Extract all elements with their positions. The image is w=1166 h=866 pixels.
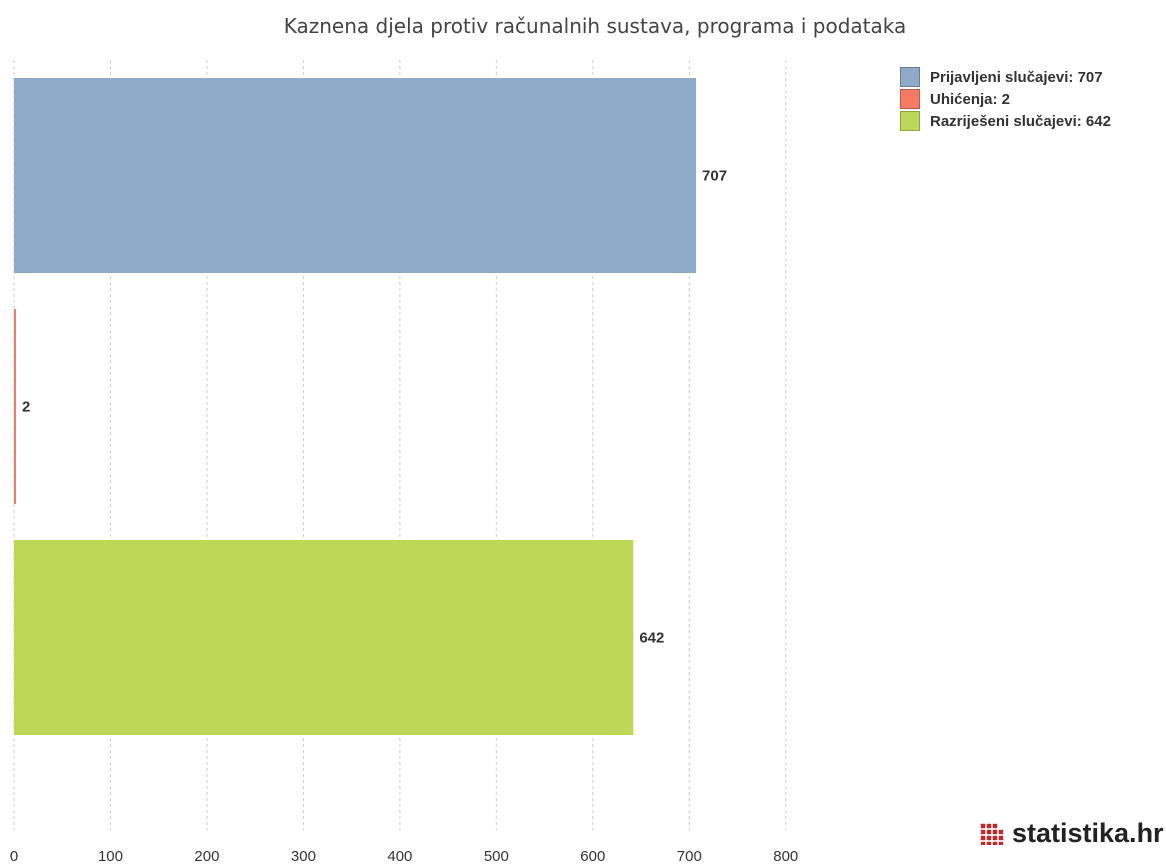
dot-grid-icon: [980, 823, 1006, 845]
logo-dot: [999, 829, 1003, 833]
x-tick-label: 300: [291, 848, 316, 865]
logo-dot: [981, 829, 985, 833]
logo-dot: [987, 841, 991, 844]
legend-label: Uhićenja: 2: [930, 91, 1010, 108]
legend-item: Uhićenja: 2: [900, 88, 1111, 110]
data-label: 707: [702, 168, 727, 185]
x-tick-label: 400: [387, 848, 412, 865]
x-tick-label: 700: [677, 848, 702, 865]
logo-dot: [981, 835, 985, 839]
logo-dot: [987, 835, 991, 839]
bar: [14, 78, 696, 273]
bar: [14, 309, 16, 504]
data-label: 642: [639, 630, 664, 647]
legend: Prijavljeni slučajevi: 707 Uhićenja: 2 R…: [900, 66, 1111, 132]
bars: [14, 78, 696, 735]
logo-dot: [987, 829, 991, 833]
x-tick-label: 200: [194, 848, 219, 865]
logo-dot: [993, 823, 997, 827]
legend-swatch: [900, 89, 920, 109]
legend-item: Prijavljeni slučajevi: 707: [900, 66, 1111, 88]
x-axis-ticks: 0 100 200 300 400 500 600 700 800: [10, 848, 798, 865]
brand-logo: statistika. hr: [980, 818, 1164, 849]
data-label: 2: [22, 399, 30, 416]
brand-name: statistika.: [1012, 818, 1137, 849]
logo-dot: [999, 841, 1003, 844]
bar: [14, 540, 633, 735]
logo-dot: [993, 841, 997, 844]
logo-dot: [981, 823, 985, 827]
logo-dot: [987, 823, 991, 827]
logo-dot: [999, 835, 1003, 839]
legend-swatch: [900, 111, 920, 131]
legend-label: Razriješeni slučajevi: 642: [930, 113, 1111, 130]
legend-swatch: [900, 67, 920, 87]
x-tick-label: 100: [98, 848, 123, 865]
x-tick-label: 500: [484, 848, 509, 865]
logo-dot: [993, 835, 997, 839]
legend-label: Prijavljeni slučajevi: 707: [930, 69, 1103, 86]
logo-dot: [993, 829, 997, 833]
x-tick-label: 600: [580, 848, 605, 865]
x-tick-label: 800: [773, 848, 798, 865]
logo-dot: [981, 841, 985, 844]
x-tick-label: 0: [10, 848, 18, 865]
brand-tld: hr: [1137, 818, 1164, 849]
legend-item: Razriješeni slučajevi: 642: [900, 110, 1111, 132]
